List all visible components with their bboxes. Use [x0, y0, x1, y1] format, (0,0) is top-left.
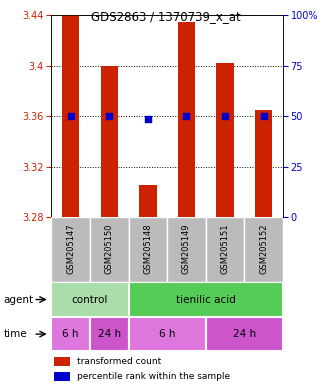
Text: agent: agent — [3, 295, 33, 305]
Text: GSM205151: GSM205151 — [220, 223, 230, 273]
Bar — [206, 217, 244, 282]
Text: transformed count: transformed count — [77, 357, 161, 366]
Bar — [128, 282, 283, 317]
Text: 6 h: 6 h — [62, 329, 79, 339]
Bar — [139, 185, 157, 217]
Text: GSM205148: GSM205148 — [143, 223, 152, 274]
Bar — [206, 317, 283, 351]
Text: control: control — [72, 295, 108, 305]
Bar — [167, 217, 206, 282]
Text: tienilic acid: tienilic acid — [176, 295, 236, 305]
Bar — [244, 217, 283, 282]
Bar — [51, 217, 90, 282]
Point — [145, 116, 151, 122]
Bar — [128, 217, 167, 282]
Bar — [54, 357, 70, 366]
Text: 6 h: 6 h — [159, 329, 175, 339]
Bar — [128, 317, 206, 351]
Point — [68, 113, 73, 119]
Text: GSM205150: GSM205150 — [105, 223, 114, 273]
Point — [107, 113, 112, 119]
Text: time: time — [3, 329, 27, 339]
Text: GSM205152: GSM205152 — [259, 223, 268, 273]
Text: GSM205149: GSM205149 — [182, 223, 191, 273]
Text: percentile rank within the sample: percentile rank within the sample — [77, 372, 230, 381]
Text: 24 h: 24 h — [233, 329, 256, 339]
Text: GSM205147: GSM205147 — [66, 223, 75, 274]
Bar — [51, 282, 128, 317]
Text: GDS2863 / 1370739_x_at: GDS2863 / 1370739_x_at — [91, 10, 240, 23]
Text: 24 h: 24 h — [98, 329, 121, 339]
Point — [261, 113, 266, 119]
Bar — [51, 317, 90, 351]
Point — [184, 113, 189, 119]
Bar — [216, 63, 234, 217]
Bar — [54, 372, 70, 381]
Bar — [62, 15, 79, 217]
Bar — [255, 110, 272, 217]
Bar — [90, 217, 128, 282]
Bar — [90, 317, 128, 351]
Bar — [101, 66, 118, 217]
Point — [222, 113, 228, 119]
Bar — [178, 22, 195, 217]
